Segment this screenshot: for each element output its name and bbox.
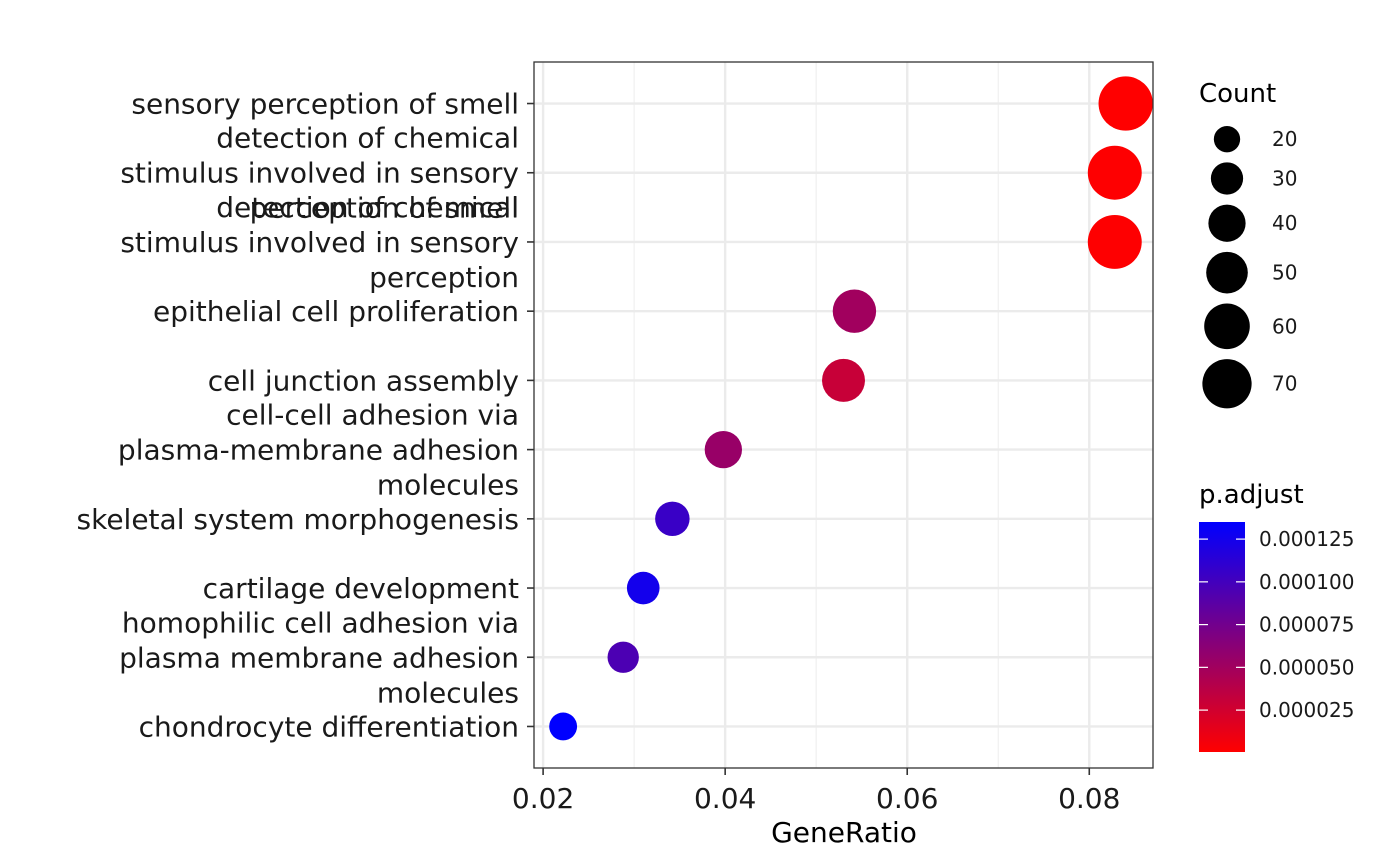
- count-legend-label: 30: [1272, 166, 1297, 190]
- y-tick-label: sensory perception of smell: [131, 88, 519, 121]
- p-adjust-legend-label: 0.000025: [1259, 698, 1354, 722]
- data-points: [549, 76, 1153, 741]
- p-adjust-legend-label: 0.000100: [1259, 570, 1354, 594]
- data-point: [704, 430, 743, 469]
- x-tick-label: 0.02: [512, 782, 574, 815]
- p-adjust-legend-title: p.adjust: [1199, 480, 1304, 510]
- x-axis-title: GeneRatio: [771, 816, 917, 849]
- data-point: [822, 358, 865, 402]
- x-tick-label: 0.06: [876, 782, 938, 815]
- x-tick-label: 0.04: [694, 782, 756, 815]
- data-point: [1087, 145, 1142, 200]
- p-adjust-legend-label: 0.000125: [1259, 527, 1354, 551]
- y-tick-label: skeletal system morphogenesis: [77, 503, 519, 536]
- data-point: [655, 501, 690, 537]
- count-legend: 20 30 40 50 60 70: [1202, 126, 1297, 409]
- data-point: [1087, 214, 1142, 269]
- count-legend-title: Count: [1199, 79, 1276, 109]
- y-tick-label: cell junction assembly: [208, 364, 519, 397]
- x-axis: 0.02 0.04 0.06 0.08: [512, 768, 1120, 815]
- p-adjust-legend: 0.000025 0.000050 0.000075 0.000100 0.000125: [1199, 527, 1354, 722]
- y-tick-label: detection of chemical stimulus involved i…: [120, 122, 519, 225]
- data-point: [1098, 76, 1153, 131]
- count-legend-label: 60: [1272, 314, 1297, 338]
- y-tick-label: chondrocyte differentiation: [139, 710, 519, 743]
- count-legend-label: 40: [1272, 211, 1297, 235]
- y-tick-label: cell-cell adhesion via plasma-membrane ad…: [118, 399, 519, 502]
- p-adjust-legend-label: 0.000075: [1259, 613, 1354, 637]
- count-legend-key: [1213, 126, 1241, 153]
- data-point: [607, 641, 639, 673]
- count-legend-label: 50: [1272, 261, 1297, 285]
- p-adjust-colorbar: [1199, 522, 1245, 752]
- data-point: [626, 571, 660, 605]
- count-legend-key: [1210, 162, 1244, 195]
- count-legend-label: 20: [1272, 127, 1297, 151]
- count-legend-key: [1208, 204, 1246, 242]
- y-tick-label: cartilage development: [203, 572, 519, 605]
- y-tick-label: detection of chemical stimulus involved i…: [120, 191, 519, 294]
- plot-border: [533, 61, 1154, 769]
- data-point: [832, 289, 877, 333]
- count-legend-label: 70: [1272, 372, 1297, 396]
- y-tick-label: epithelial cell proliferation: [153, 295, 519, 328]
- count-legend-key: [1206, 251, 1248, 294]
- x-tick-label: 0.08: [1058, 782, 1120, 815]
- count-legend-key: [1202, 359, 1252, 409]
- count-legend-key: [1204, 303, 1250, 350]
- y-tick-label: homophilic cell adhesion via plasma membr…: [119, 606, 519, 709]
- p-adjust-legend-label: 0.000050: [1259, 655, 1354, 679]
- data-point: [549, 712, 578, 741]
